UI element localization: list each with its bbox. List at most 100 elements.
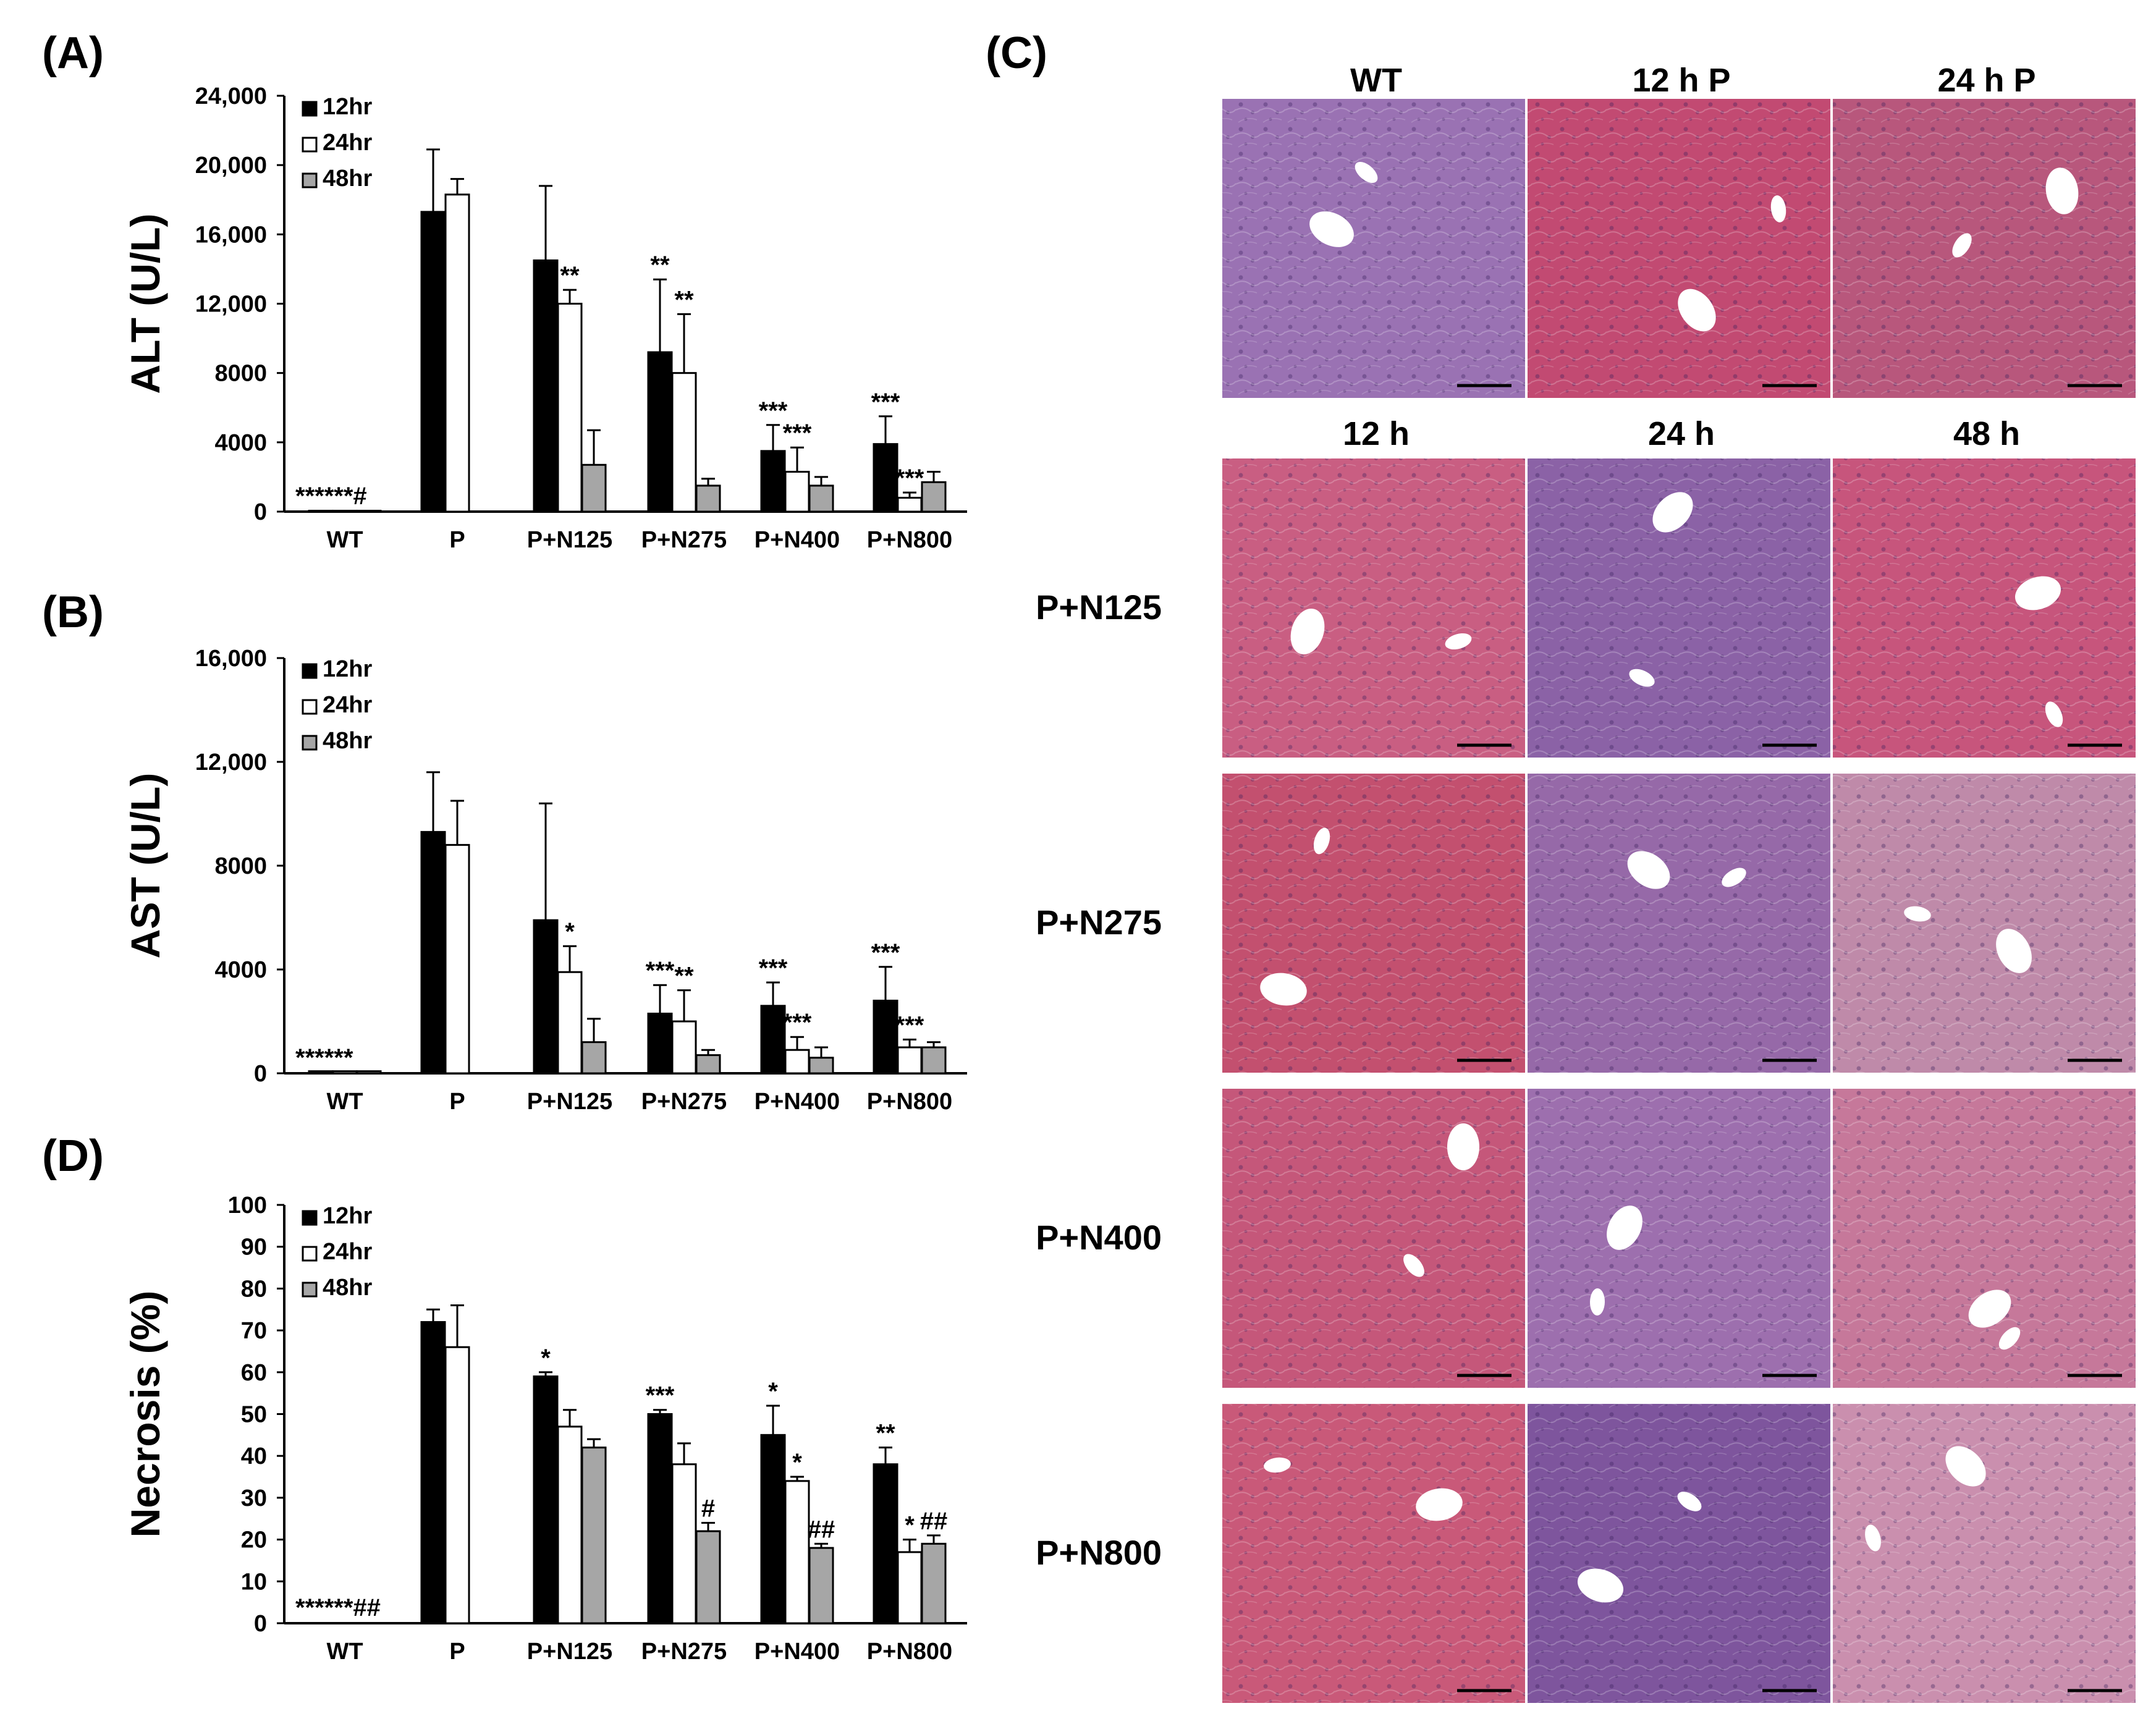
bar-24hr-2 bbox=[557, 1425, 583, 1624]
tissue-texture bbox=[1528, 99, 1830, 398]
legend-label-48hr: 48hr bbox=[323, 1275, 372, 1301]
vessel-lumen bbox=[1770, 195, 1786, 222]
chart-ast: 0 4000 8000 12,000 16,000 AST (U/L) WT P P+N125 P… bbox=[122, 646, 967, 1115]
vessel-lumen bbox=[1416, 1488, 1463, 1521]
x-tick-label: P+N125 bbox=[527, 527, 612, 553]
x-tick-label: WT bbox=[326, 1089, 363, 1115]
y-tick-label: 8000 bbox=[214, 361, 267, 387]
vessel-lumen bbox=[1677, 1492, 1702, 1511]
bar-48hr-2 bbox=[581, 1041, 607, 1075]
x-tick-label: P+N125 bbox=[527, 1639, 612, 1665]
chart-alt: 0 4000 8000 12,000 16,000 20,000 24,000 ALT (U/… bbox=[122, 83, 967, 553]
x-tick-label: WT bbox=[326, 1639, 363, 1665]
vessel-lumen bbox=[1629, 669, 1655, 687]
bar-24hr-4 bbox=[784, 1049, 810, 1075]
significance-mark: *** bbox=[871, 389, 900, 416]
y-tick-label: 16,000 bbox=[195, 646, 267, 672]
y-tick-label: 0 bbox=[254, 499, 267, 525]
x-tick-label: WT bbox=[326, 527, 363, 553]
vessel-lumen bbox=[1403, 1254, 1424, 1277]
legend-label-48hr: 48hr bbox=[323, 166, 372, 192]
legend-swatch-24hr bbox=[302, 699, 318, 715]
y-tick-label: 24,000 bbox=[195, 83, 267, 109]
bar-48hr-2 bbox=[581, 1447, 607, 1624]
x-tick-label: P bbox=[449, 1639, 465, 1665]
x-tick-label: P+N400 bbox=[755, 527, 840, 553]
legend-label-48hr: 48hr bbox=[323, 728, 372, 754]
bar-12hr-2 bbox=[533, 259, 559, 513]
significance-mark: *** bbox=[759, 955, 788, 982]
vessel-lumen bbox=[1996, 929, 2032, 973]
significance-mark: ******## bbox=[295, 1594, 381, 1621]
vessel-lumen bbox=[1722, 868, 1746, 887]
bar-48hr-4 bbox=[808, 484, 834, 513]
vessel-lumen bbox=[1904, 906, 1931, 922]
bar-12hr-3 bbox=[647, 1012, 673, 1075]
bar-12hr-1 bbox=[420, 830, 446, 1075]
vessel-lumen bbox=[1309, 211, 1354, 247]
vessel-lumen bbox=[1945, 1446, 1986, 1487]
column-header-48h: 48 h bbox=[1953, 415, 2020, 452]
legend-swatch-12hr bbox=[302, 1210, 318, 1226]
bar-24hr-4 bbox=[784, 1480, 810, 1624]
tissue-texture bbox=[1222, 774, 1525, 1073]
y-tick-label: 40 bbox=[241, 1443, 267, 1469]
significance-mark: *** bbox=[783, 1009, 812, 1036]
bar-48hr-5 bbox=[921, 1542, 947, 1624]
vessel-lumen bbox=[2045, 167, 2079, 214]
bar-24hr-0 bbox=[332, 1070, 358, 1075]
significance-mark: * bbox=[565, 918, 575, 945]
y-axis-label: AST (U/L) bbox=[122, 773, 168, 959]
legend-label-12hr: 12hr bbox=[323, 656, 372, 682]
significance-mark: * bbox=[541, 1345, 551, 1372]
bar-12hr-3 bbox=[647, 1413, 673, 1624]
bar-12hr-1 bbox=[420, 1321, 446, 1624]
x-tick-label: P+N275 bbox=[641, 1639, 727, 1665]
vessel-lumen bbox=[1355, 161, 1378, 184]
legend-swatch-12hr bbox=[302, 101, 318, 117]
column-header-24h: 24 h bbox=[1648, 415, 1715, 452]
tissue-texture bbox=[1222, 1404, 1525, 1703]
vessel-lumen bbox=[1447, 1123, 1479, 1170]
panel-label-d: (D) bbox=[42, 1131, 104, 1181]
significance-mark: ******# bbox=[295, 483, 367, 510]
significance-mark: * bbox=[768, 1378, 778, 1405]
bar-24hr-2 bbox=[557, 303, 583, 513]
legend-label-24hr: 24hr bbox=[323, 1239, 372, 1265]
bar-48hr-4 bbox=[808, 1547, 834, 1624]
significance-mark: ** bbox=[674, 963, 694, 990]
vessel-lumen bbox=[1652, 492, 1693, 533]
y-tick-label: 8000 bbox=[214, 853, 267, 879]
bar-12hr-1 bbox=[420, 211, 446, 513]
y-tick-label: 20,000 bbox=[195, 153, 267, 179]
vessel-lumen bbox=[2014, 576, 2061, 610]
significance-mark: ** bbox=[876, 1420, 895, 1447]
tissue-texture bbox=[1222, 1089, 1525, 1388]
legend-swatch-24hr bbox=[302, 1246, 318, 1262]
tissue-texture bbox=[1833, 458, 2136, 758]
vessel-lumen bbox=[1264, 1457, 1291, 1473]
bar-48hr-4 bbox=[808, 1057, 834, 1075]
bar-24hr-1 bbox=[444, 843, 470, 1075]
row-label-p-n800: P+N800 bbox=[1036, 1533, 1162, 1572]
x-tick-label: P+N800 bbox=[867, 1089, 952, 1115]
legend-swatch-24hr bbox=[302, 137, 318, 153]
y-tick-label: 0 bbox=[254, 1611, 267, 1637]
histology-panel: WT 12 h P 24 h P 12 h 24 h 48 h P+N125 P… bbox=[1036, 62, 2136, 1703]
column-header-12h: 12 h bbox=[1343, 415, 1410, 452]
bar-12hr-0 bbox=[308, 1070, 334, 1075]
y-tick-label: 80 bbox=[241, 1276, 267, 1302]
significance-mark: *** bbox=[895, 465, 924, 492]
vessel-lumen bbox=[1968, 1290, 2011, 1328]
significance-mark: *** bbox=[895, 1012, 924, 1039]
panel-label-c: (C) bbox=[986, 28, 1047, 78]
legend-swatch-12hr bbox=[302, 663, 318, 679]
legend-swatch-48hr bbox=[302, 1282, 318, 1298]
vessel-lumen bbox=[1260, 973, 1307, 1006]
y-tick-label: 12,000 bbox=[195, 292, 267, 318]
vessel-lumen bbox=[1678, 289, 1716, 332]
significance-mark: *** bbox=[783, 420, 812, 447]
vessel-lumen bbox=[1627, 851, 1670, 889]
x-tick-label: P+N400 bbox=[755, 1639, 840, 1665]
vessel-lumen bbox=[1952, 233, 1972, 258]
